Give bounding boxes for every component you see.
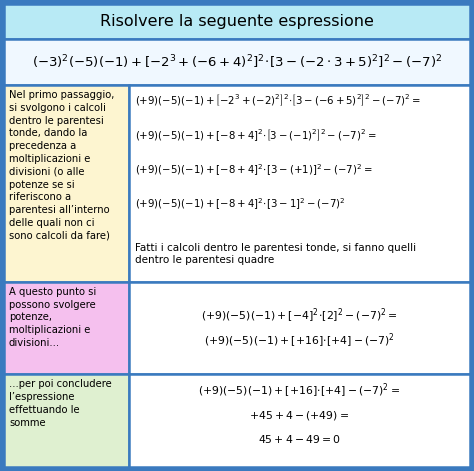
Bar	[129, 282, 470, 374]
Bar	[129, 85, 470, 282]
Text: $(-3)^2(-5)(-1)+\left[-2^3+(-6+4)^2\right]^2\!\cdot\!\left[3-(-2\cdot3+5)^2\righ: $(-3)^2(-5)(-1)+\left[-2^3+(-6+4)^2\righ…	[32, 53, 442, 71]
Text: ...per poi concludere
l’espressione
effettuando le
somme: ...per poi concludere l’espressione effe…	[9, 380, 112, 428]
Text: $+45+4-(+49)=$: $+45+4-(+49)=$	[249, 409, 349, 422]
Text: $(+9)(-5)(-1)+\left[-2^3+(-2)^2\right]^2\!\cdot\!\left[3-(-6+5)^2\right]^2-(−7)^: $(+9)(-5)(-1)+\left[-2^3+(-2)^2\right]^2…	[135, 93, 421, 108]
Text: $(+9)(-5)(-1)+\left[-8+4\right]^2\!\cdot\!\left[3-(-1)^2\right]^2-(−7)^2=$: $(+9)(-5)(-1)+\left[-8+4\right]^2\!\cdot…	[135, 128, 376, 143]
Bar	[4, 4, 470, 39]
Text: A questo punto si
possono svolgere
potenze,
moltiplicazioni e
divisioni...: A questo punto si possono svolgere poten…	[9, 287, 96, 348]
Text: $(+9)(-5)(-1)+\left[-8+4\right]^2\!\cdot\!\left[3-1\right]^2-(−7)^2$: $(+9)(-5)(-1)+\left[-8+4\right]^2\!\cdot…	[135, 196, 346, 212]
Text: Nel primo passaggio,
si svolgono i calcoli
dentro le parentesi
tonde, dando la
p: Nel primo passaggio, si svolgono i calco…	[9, 90, 114, 241]
Text: $(+9)(-5)(-1)+\left[-4\right]^2\!\cdot\!\left[2\right]^2-(−7)^2=$: $(+9)(-5)(-1)+\left[-4\right]^2\!\cdot\!…	[201, 307, 398, 325]
Text: $(+9)(-5)(-1)+\left[+16\right]\!\cdot\!\left[+4\right]-(−7)^2=$: $(+9)(-5)(-1)+\left[+16\right]\!\cdot\!\…	[198, 382, 401, 400]
Text: $(+9)(-5)(-1)+\left[-8+4\right]^2\!\cdot\!\left[3-(+1)\right]^2-(−7)^2=$: $(+9)(-5)(-1)+\left[-8+4\right]^2\!\cdot…	[135, 162, 373, 178]
Bar	[4, 85, 129, 282]
Bar	[4, 374, 129, 467]
Bar	[129, 374, 470, 467]
Bar	[4, 282, 129, 374]
Text: Risolvere la seguente espressione: Risolvere la seguente espressione	[100, 14, 374, 29]
Text: $(+9)(-5)(-1)+\left[+16\right]\!\cdot\!\left[+4\right]-(−7)^2$: $(+9)(-5)(-1)+\left[+16\right]\!\cdot\!\…	[204, 332, 395, 350]
Text: $45+4-49=0$: $45+4-49=0$	[258, 433, 341, 445]
Bar	[4, 39, 470, 85]
Text: Fatti i calcoli dentro le parentesi tonde, si fanno quelli
dentro le parentesi q: Fatti i calcoli dentro le parentesi tond…	[135, 244, 416, 265]
